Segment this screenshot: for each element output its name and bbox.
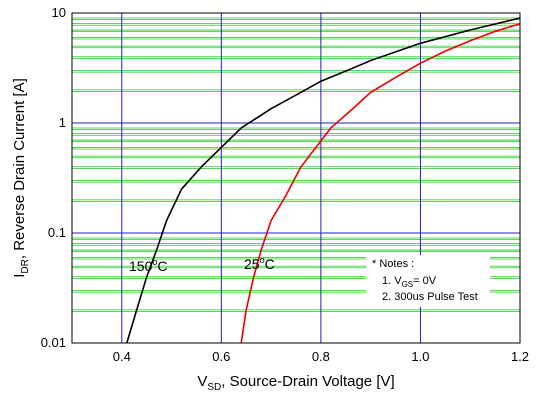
notes-line-1-sub: GS — [402, 280, 414, 289]
label-25c: 25oC — [244, 255, 275, 272]
series-line-150c — [126, 17, 521, 344]
notes-line-1: 1. VGS= 0V — [382, 275, 437, 289]
y-axis-title: IDR, Reverse Drain Current [A] — [11, 78, 31, 278]
y-axis-title-sub: DR — [20, 259, 31, 273]
y-tick-label: 1 — [59, 115, 66, 130]
label-150c: 150oC — [129, 257, 168, 274]
y-tick-label: 0.01 — [41, 335, 66, 350]
y-axis-title-main: I — [11, 274, 28, 278]
x-tick-label: 1.0 — [411, 349, 429, 364]
label-25c-degree: o — [260, 255, 265, 265]
y-axis-title-rest: , Reverse Drain Current [A] — [11, 78, 28, 259]
label-150c-degree: o — [152, 257, 157, 267]
label-25c-value: 25 — [244, 256, 260, 272]
plot-frame — [71, 12, 521, 344]
x-tick-labels: 0.4 0.6 0.8 1.0 1.2 — [113, 349, 529, 364]
notes-line-2: 2. 300us Pulse Test — [382, 291, 478, 303]
major-grid — [72, 13, 520, 343]
x-tick-label: 0.6 — [212, 349, 230, 364]
label-150c-unit: C — [157, 258, 167, 274]
series-line-25c — [240, 22, 521, 344]
y-tick-labels: 0.01 0.1 1 10 — [41, 5, 66, 350]
x-axis-title-main: V — [197, 373, 207, 390]
x-tick-label: 0.8 — [312, 349, 330, 364]
label-25c-unit: C — [265, 256, 275, 272]
x-axis-title: VSD, Source-Drain Voltage [V] — [197, 373, 394, 393]
label-150c-value: 150 — [129, 258, 153, 274]
notes-background — [366, 255, 490, 307]
x-tick-label: 0.4 — [113, 349, 131, 364]
series-layer — [126, 17, 521, 344]
notes-title: * Notes : — [372, 258, 414, 270]
y-tick-label: 0.1 — [48, 225, 66, 240]
y-tick-label: 10 — [52, 5, 66, 20]
x-tick-label: 1.2 — [511, 349, 529, 364]
notes-line-1-prefix: 1. V — [382, 275, 402, 287]
x-axis-title-rest: , Source-Drain Voltage [V] — [221, 373, 394, 390]
notes-box: * Notes : 1. VGS= 0V 2. 300us Pulse Test — [366, 255, 490, 307]
notes-line-1-suffix: = 0V — [413, 275, 437, 287]
minor-grid — [72, 17, 520, 312]
x-axis-title-sub: SD — [207, 382, 221, 393]
